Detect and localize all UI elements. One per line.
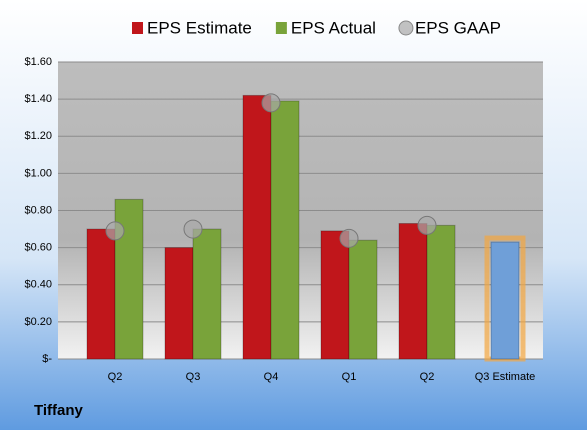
- gaap-marker: [105, 221, 125, 241]
- y-tick-label: $0.60: [24, 242, 52, 254]
- bar: [164, 247, 194, 360]
- x-tick-label: Q2: [108, 371, 123, 383]
- bar: [320, 230, 350, 360]
- legend-marker: [275, 22, 287, 34]
- x-tick-label: Q1: [342, 371, 357, 383]
- x-tick-label: Q2: [420, 371, 435, 383]
- x-tick-label: Q3 Estimate: [475, 371, 536, 383]
- legend-marker: [398, 20, 414, 36]
- y-tick-label: $1.00: [24, 167, 52, 179]
- gaap-marker: [417, 215, 437, 235]
- x-tick-label: Q3: [186, 371, 201, 383]
- gaap-marker: [261, 93, 281, 113]
- legend-label: EPS GAAP: [415, 18, 501, 37]
- gaap-marker: [183, 219, 203, 239]
- bar: [270, 100, 300, 360]
- legend-label: EPS Estimate: [147, 18, 252, 37]
- y-tick-label: $0.80: [24, 204, 52, 216]
- bar: [398, 222, 428, 360]
- y-tick-label: $-: [42, 353, 52, 365]
- bar: [490, 241, 520, 360]
- bar: [348, 239, 378, 360]
- y-tick-label: $1.60: [24, 56, 52, 68]
- y-tick-label: $0.40: [24, 279, 52, 291]
- legend-label: EPS Actual: [291, 18, 376, 37]
- bar: [242, 94, 272, 360]
- x-tick-label: Q4: [264, 371, 279, 383]
- bar: [426, 224, 456, 360]
- y-tick-label: $0.20: [24, 316, 52, 328]
- bar: [86, 228, 116, 360]
- bar: [192, 228, 222, 360]
- gaap-marker: [339, 228, 359, 248]
- y-tick-label: $1.40: [24, 93, 52, 105]
- y-tick-label: $1.20: [24, 130, 52, 142]
- legend-marker: [132, 22, 143, 34]
- chart-title: Tiffany: [34, 402, 84, 419]
